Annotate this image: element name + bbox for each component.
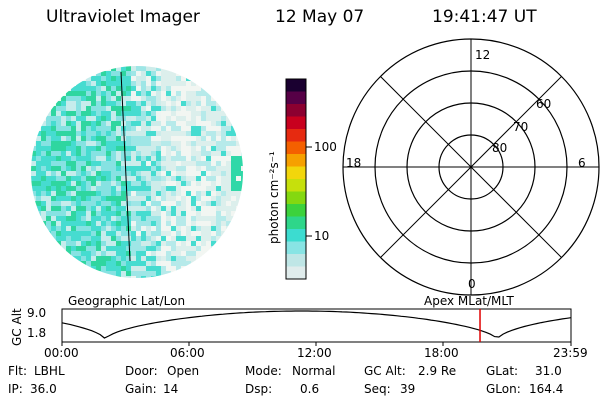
colorbar-tick-100: 100 <box>314 140 337 154</box>
lat-label-60: 60 <box>536 97 552 111</box>
timeline-axis-title: GC Alt <box>10 308 24 346</box>
x-tick-1800: 18:00 <box>424 346 459 360</box>
colorbar-segment <box>286 179 306 192</box>
mode-label: Mode: <box>245 364 282 378</box>
clock-label-0: 0 <box>468 277 476 291</box>
seq-value: 39 <box>400 382 416 396</box>
colorbar-segment <box>286 191 306 205</box>
seq-label: Seq: <box>364 382 391 396</box>
flt-value: LBHL <box>34 364 65 378</box>
timeline-right-label: Apex MLat/MLT <box>424 294 514 308</box>
glon-value: 164.4 <box>529 382 564 396</box>
colorbar-segment <box>286 241 306 255</box>
colorbar-segment <box>286 79 306 92</box>
glon-label: GLon: <box>486 382 521 396</box>
time-label: 19:41:47 UT <box>432 7 537 27</box>
colorbar-segment <box>286 216 306 230</box>
gcalt-value: 2.9 Re <box>418 364 457 378</box>
glat-value: 31.0 <box>535 364 562 378</box>
terminator-line <box>120 71 131 262</box>
timeline-left-label: Geographic Lat/Lon <box>68 294 186 308</box>
ip-label: IP: <box>8 382 23 396</box>
colorbar-segment <box>286 141 306 155</box>
clock-label-18: 18 <box>346 156 362 170</box>
instrument-title: Ultraviolet Imager <box>46 7 200 27</box>
colorbar-segment <box>286 116 306 130</box>
flt-label: Flt: <box>8 364 27 378</box>
ip-value: 36.0 <box>30 382 57 396</box>
dsp-label: Dsp: <box>245 382 273 396</box>
colorbar-segment <box>286 254 306 267</box>
clock-label-12: 12 <box>475 48 491 62</box>
colorbar-segment <box>286 229 306 242</box>
colorbar-segment <box>286 166 306 180</box>
gcalt-label: GC Alt: <box>364 364 406 378</box>
colorbar-segment <box>286 154 306 167</box>
colorbar-segment <box>286 204 306 217</box>
gain-value: 14 <box>163 382 179 396</box>
colorbar-segment <box>286 91 306 105</box>
lat-label-80: 80 <box>492 141 508 155</box>
colorbar-segment <box>286 266 306 280</box>
x-tick-1200: 12:00 <box>297 346 332 360</box>
glat-label: GLat: <box>486 364 519 378</box>
date-label: 12 May 07 <box>275 7 365 27</box>
colorbar-tick-10: 10 <box>314 229 330 243</box>
door-value: Open <box>167 364 200 378</box>
clock-label-6: 6 <box>578 156 586 170</box>
y-tick-1-8: 1.8 <box>27 326 47 340</box>
x-tick-2359: 23:59 <box>553 346 588 360</box>
lat-label-70: 70 <box>513 120 529 134</box>
x-tick-0600: 06:00 <box>170 346 205 360</box>
colorbar-segment <box>286 129 306 142</box>
gain-label: Gain: <box>125 382 157 396</box>
x-tick-0000: 00:00 <box>44 346 79 360</box>
colorbar-segment <box>286 104 306 117</box>
mode-value: Normal <box>292 364 336 378</box>
dsp-value: 0.6 <box>300 382 320 396</box>
y-tick-9: 9.0 <box>27 306 47 320</box>
door-label: Door: <box>125 364 158 378</box>
